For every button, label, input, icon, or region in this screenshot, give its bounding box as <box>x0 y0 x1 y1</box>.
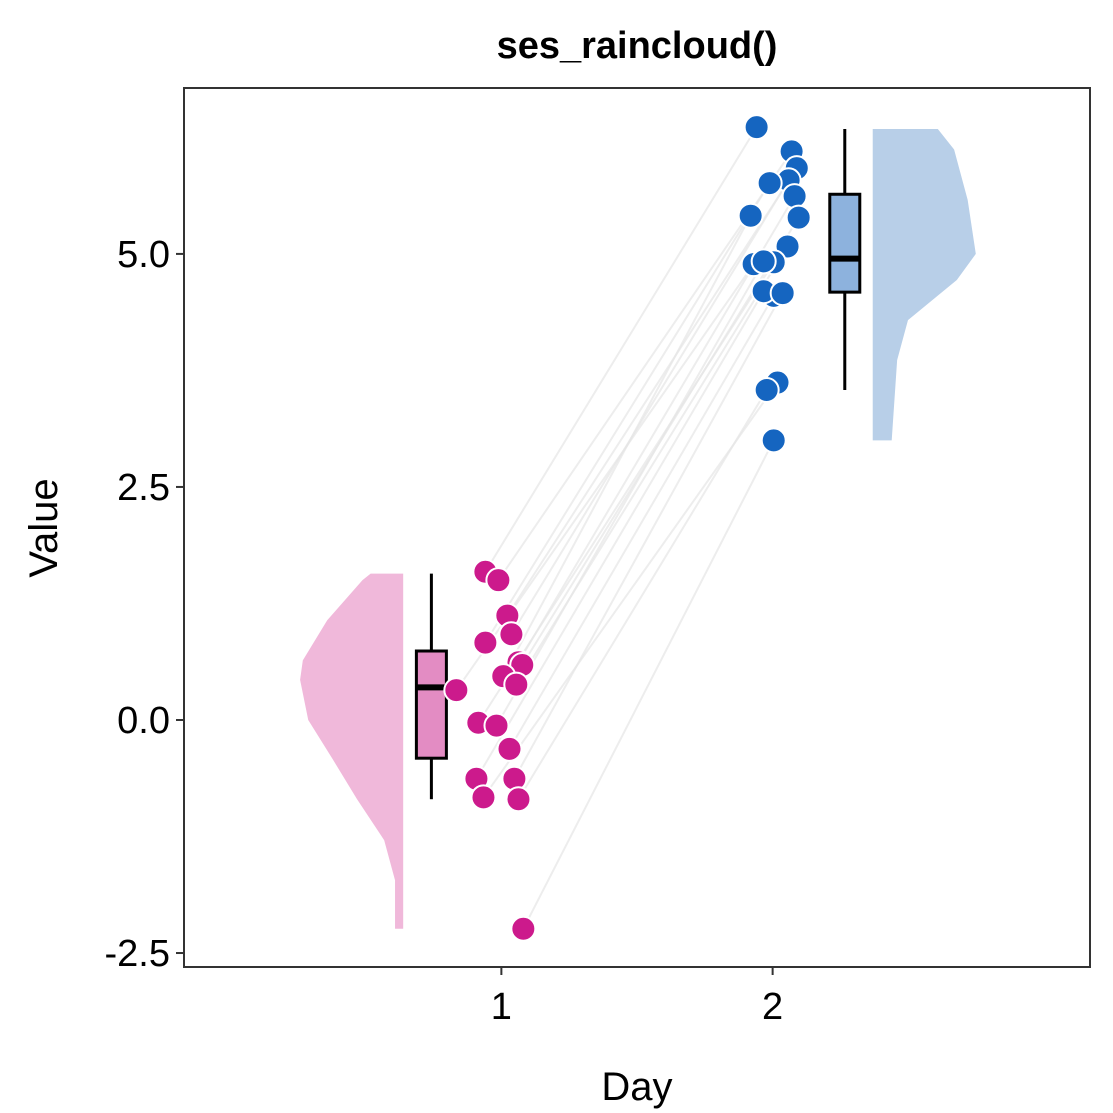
pair-line <box>508 295 775 750</box>
data-point <box>470 784 497 811</box>
pair-line <box>484 126 758 573</box>
pair-line <box>495 260 765 727</box>
box <box>414 649 448 760</box>
data-point <box>485 567 512 594</box>
data-point <box>781 183 808 210</box>
data-point <box>472 629 499 656</box>
data-point <box>785 204 812 231</box>
x-axis-label: Day <box>601 1065 672 1109</box>
plot-frame <box>183 87 1091 968</box>
pair-line <box>513 292 784 780</box>
data-point <box>750 248 777 275</box>
x-tick-label: 2 <box>762 986 783 1028</box>
data-point <box>737 202 764 229</box>
pair-line <box>506 167 798 617</box>
x-tick-label: 1 <box>491 986 512 1028</box>
y-tick-label: 2.5 <box>117 467 170 509</box>
data-point <box>753 377 780 404</box>
y-tick-label: -2.5 <box>105 933 170 975</box>
data-point <box>743 114 770 141</box>
box <box>828 192 862 294</box>
y-axis-label: Value <box>22 478 66 577</box>
data-point <box>443 677 470 704</box>
data-point <box>498 621 525 648</box>
half-violin <box>300 573 404 929</box>
y-tick-label: 0.0 <box>117 700 170 742</box>
data-point <box>496 735 523 762</box>
half-violin <box>872 129 976 441</box>
data-point <box>483 712 510 739</box>
y-tick-label: 5.0 <box>117 234 170 276</box>
pair-line <box>522 439 775 930</box>
data-point <box>760 427 787 454</box>
pair-line <box>484 182 771 644</box>
pair-line <box>477 261 775 724</box>
data-point <box>505 786 532 813</box>
data-point <box>756 170 783 197</box>
pair-line <box>510 179 790 635</box>
pair-line <box>517 389 768 800</box>
data-point <box>769 280 796 307</box>
pair-line <box>475 290 765 780</box>
data-point <box>510 915 537 942</box>
data-point <box>503 671 530 698</box>
chart-title: ses_raincloud() <box>497 25 778 67</box>
